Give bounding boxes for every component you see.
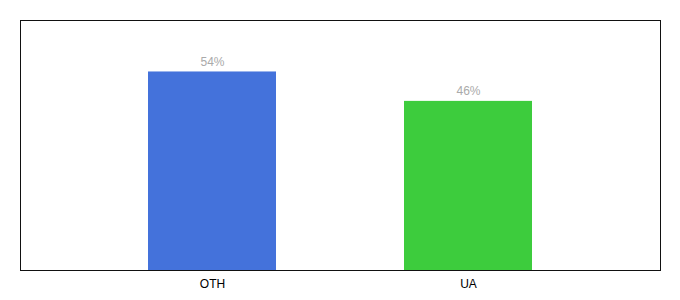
svg-text:46%: 46%	[456, 84, 480, 98]
svg-text:UA: UA	[460, 277, 477, 291]
svg-text:54%: 54%	[200, 55, 224, 69]
svg-text:OTH: OTH	[200, 277, 225, 291]
